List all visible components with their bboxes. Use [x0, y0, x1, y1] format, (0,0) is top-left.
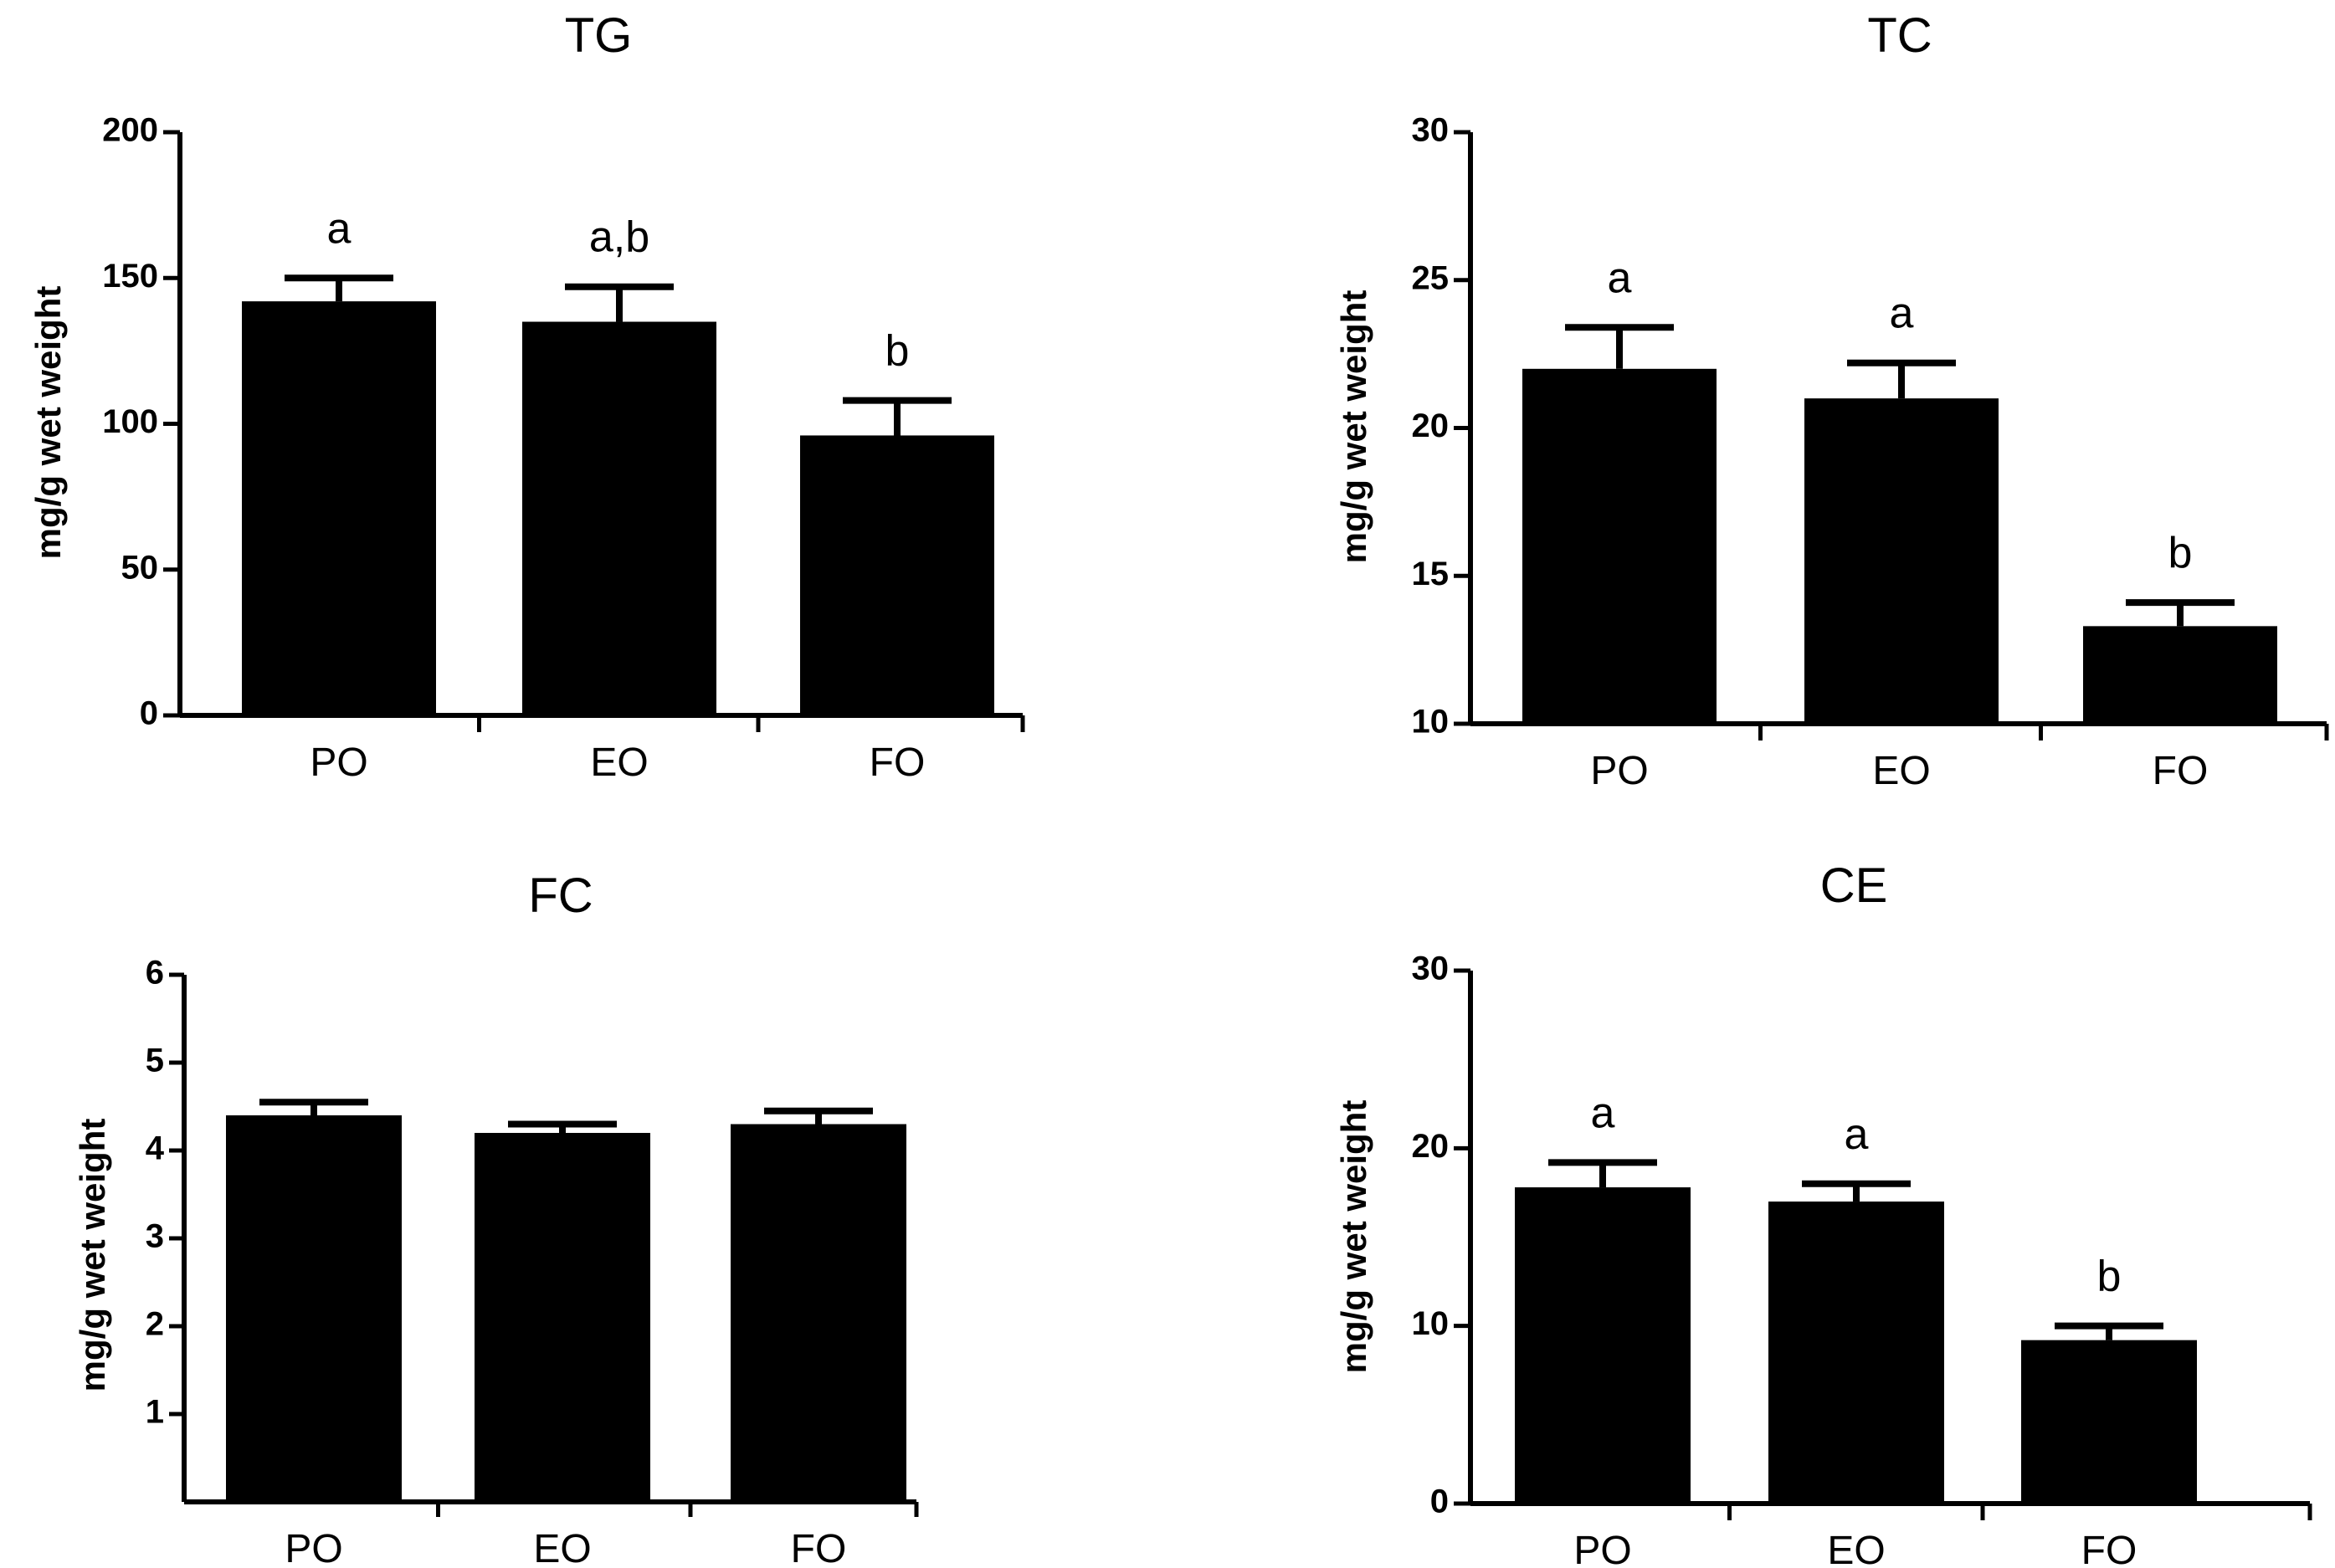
- significance-label: a: [327, 204, 352, 253]
- plot-area: a PO a,b EO b FO 0 50 100 150 200: [102, 112, 1025, 785]
- significance-label: a: [1608, 254, 1632, 302]
- y-tick-label: 4: [146, 1130, 165, 1167]
- bar-po: [226, 1115, 402, 1502]
- y-tick-label: 2: [146, 1306, 164, 1343]
- plot-area: a PO a EO b FO 10 15 20 25 30: [1412, 112, 2329, 793]
- x-tick-label: FO: [2081, 1529, 2137, 1568]
- chart-title: FC: [528, 869, 593, 923]
- y-tick-label: 50: [121, 549, 159, 586]
- y-tick-label: 6: [146, 955, 164, 992]
- y-tick-label: 3: [146, 1218, 164, 1255]
- y-axis-label: mg/g wet weight: [1334, 1100, 1373, 1374]
- chart-panel-fc: FC mg/g wet weight PO EO FO 1 2 3 4 5 6: [73, 869, 919, 1568]
- y-axis-label: mg/g wet weight: [28, 286, 68, 560]
- y-tick-label: 30: [1412, 951, 1450, 987]
- x-tick-label: EO: [1872, 749, 1930, 793]
- bar-po: [1515, 1187, 1691, 1504]
- significance-label: a: [1591, 1089, 1615, 1137]
- bar-po: [1522, 368, 1717, 724]
- y-tick-label: 0: [140, 695, 158, 732]
- y-tick-label: 15: [1412, 556, 1450, 592]
- bar-eo: [1804, 398, 1999, 724]
- y-tick-label: 10: [1412, 704, 1450, 740]
- plot-area: PO EO FO 1 2 3 4 5 6: [146, 955, 919, 1568]
- x-tick-label: EO: [533, 1527, 591, 1568]
- x-tick-label: FO: [870, 740, 926, 785]
- chart-title: TG: [565, 8, 633, 63]
- y-tick-label: 25: [1412, 259, 1450, 296]
- y-axis-label: mg/g wet weight: [1334, 290, 1373, 564]
- bar-eo: [522, 321, 716, 715]
- bar-fo: [2083, 626, 2277, 724]
- y-tick-label: 1: [146, 1394, 164, 1431]
- y-tick-label: 100: [102, 403, 158, 440]
- bar-fo: [800, 435, 994, 715]
- y-tick-label: 150: [102, 258, 158, 295]
- significance-label: b: [2168, 529, 2193, 577]
- y-tick-label: 10: [1412, 1305, 1450, 1342]
- y-tick-label: 30: [1412, 112, 1450, 149]
- y-tick-label: 20: [1412, 407, 1450, 444]
- bar-eo: [475, 1133, 650, 1502]
- x-tick-label: EO: [1827, 1529, 1885, 1568]
- chart-panel-tg: TG mg/g wet weight a PO a,b EO b FO 0 50 100 150 2…: [28, 8, 1025, 785]
- y-tick-label: 20: [1412, 1128, 1450, 1165]
- significance-label: b: [2097, 1253, 2122, 1301]
- significance-label: b: [885, 327, 910, 376]
- chart-title: TC: [1867, 8, 1932, 63]
- plot-area: a PO a EO b FO 0 10 20 30: [1412, 951, 2312, 1568]
- significance-label: a: [1890, 290, 1914, 338]
- chart-panel-ce: CE mg/g wet weight a PO a EO b FO 0 10 20 30: [1334, 858, 2312, 1568]
- bar-po: [242, 301, 436, 715]
- y-tick-label: 0: [1430, 1483, 1449, 1520]
- x-tick-label: PO: [1590, 749, 1648, 793]
- x-tick-label: EO: [590, 740, 648, 785]
- significance-label: a,b: [589, 213, 649, 262]
- x-tick-label: FO: [2153, 749, 2209, 793]
- bar-eo: [1768, 1202, 1944, 1504]
- chart-panel-tc: TC mg/g wet weight a PO a EO b FO 10 15 20 25 30: [1334, 8, 2329, 793]
- bar-fo: [731, 1124, 906, 1502]
- y-axis-label: mg/g wet weight: [73, 1119, 112, 1392]
- x-tick-label: PO: [1573, 1529, 1631, 1568]
- x-tick-label: FO: [791, 1527, 847, 1568]
- y-tick-label: 200: [102, 112, 158, 149]
- y-tick-label: 5: [146, 1043, 164, 1079]
- significance-label: a: [1845, 1110, 1869, 1159]
- x-tick-label: PO: [285, 1527, 342, 1568]
- bar-fo: [2021, 1340, 2197, 1504]
- x-tick-label: PO: [310, 740, 367, 785]
- chart-title: CE: [1820, 858, 1888, 913]
